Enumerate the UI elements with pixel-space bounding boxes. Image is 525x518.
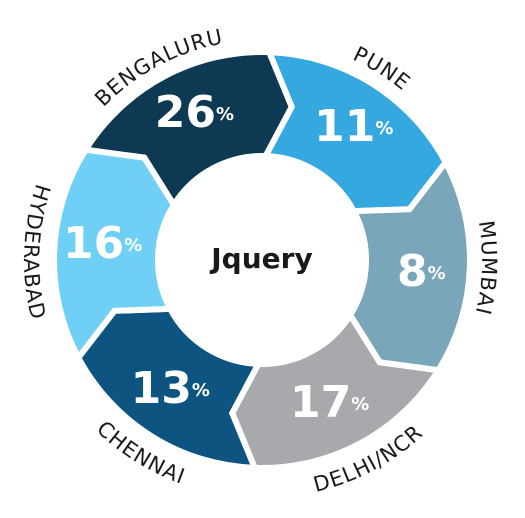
city-label: MUMBAI [471,219,502,318]
value-label: 16% [63,218,142,269]
city-label: HYDERABAD [19,182,55,323]
value-label: 13% [131,363,210,414]
city-label-text: MUMBAI [471,219,501,318]
chart-title: Jquery [209,242,312,275]
center-circle [158,156,366,364]
value-label: 11% [314,101,393,152]
city-label-text: HYDERABAD [19,182,54,323]
value-label: 17% [290,377,369,428]
value-label: 26% [155,87,234,138]
value-label: 8% [397,246,446,297]
